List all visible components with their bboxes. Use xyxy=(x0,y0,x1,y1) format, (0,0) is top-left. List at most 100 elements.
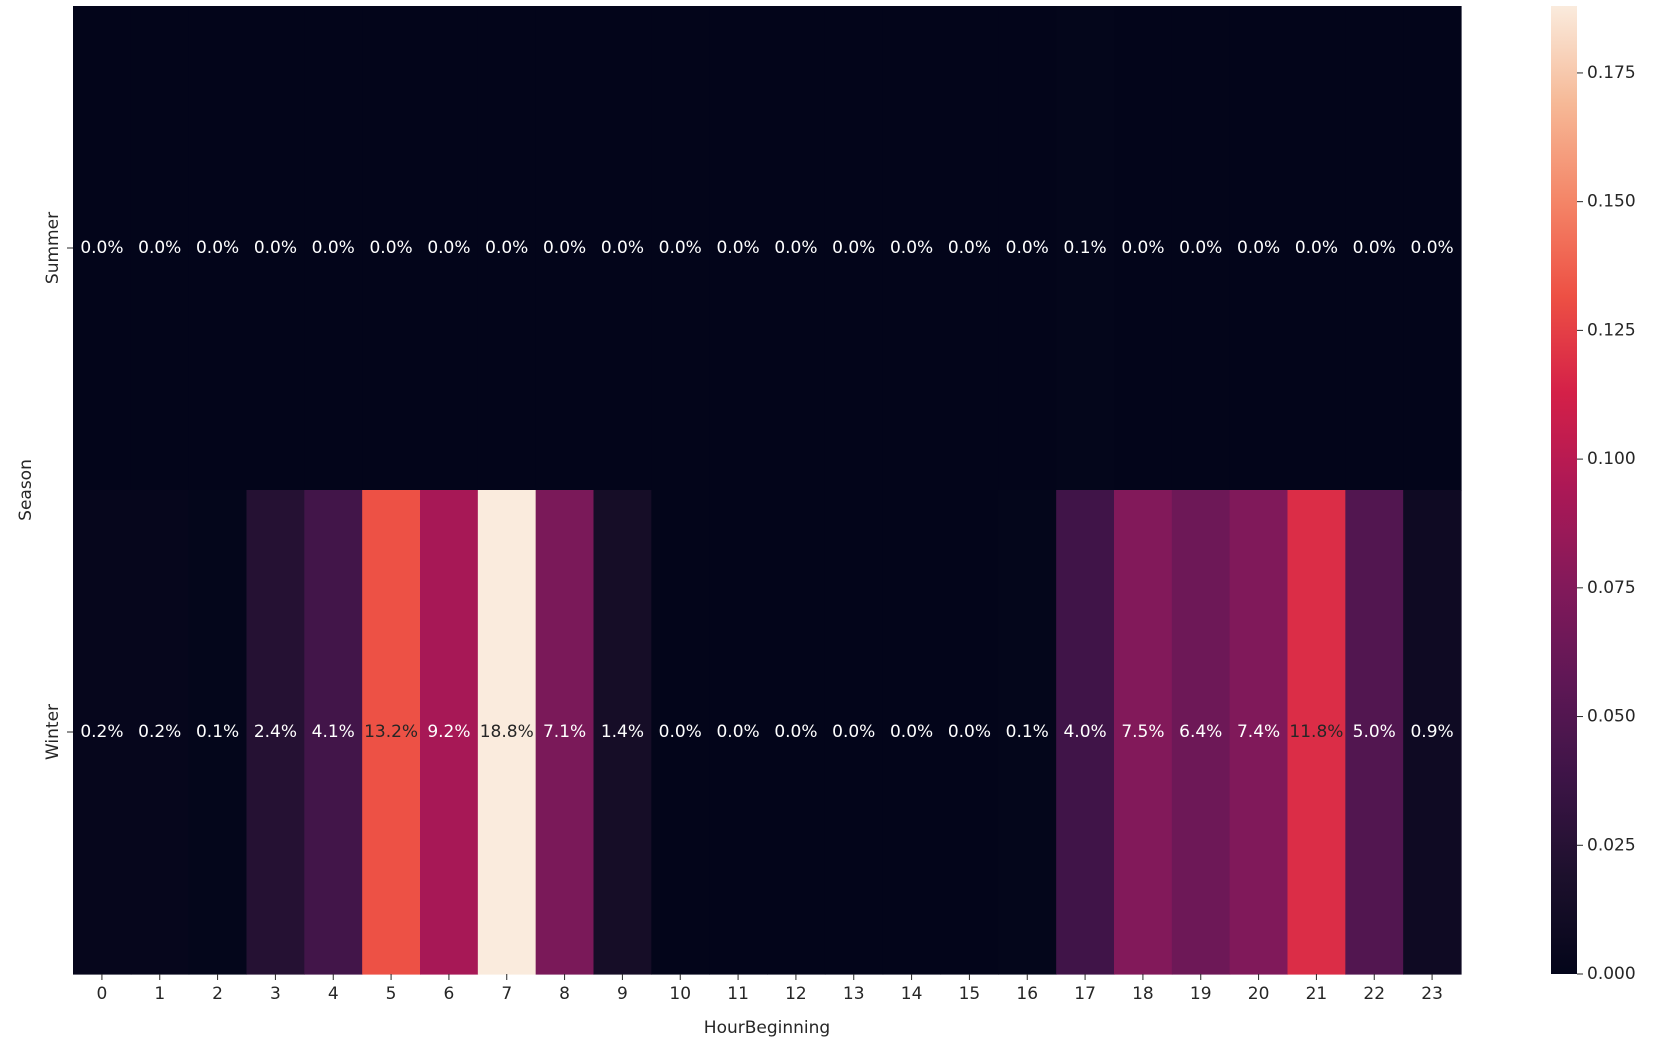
heatmap-cell xyxy=(824,490,884,975)
cell-annotation: 0.0% xyxy=(948,722,991,742)
x-tick-label: 19 xyxy=(1190,984,1212,1004)
colorbar-tick-label: 0.050 xyxy=(1587,707,1636,727)
cell-annotation: 0.0% xyxy=(948,238,991,258)
heatmap-cell xyxy=(1114,490,1173,975)
heatmap-cell xyxy=(477,6,537,491)
cell-annotation: 0.0% xyxy=(890,722,933,742)
colorbar-tick-label: 0.150 xyxy=(1587,192,1636,212)
heatmap-cell xyxy=(1287,490,1346,975)
heatmap-cell xyxy=(130,6,190,491)
cell-annotation: 4.1% xyxy=(312,722,355,742)
x-tick-label: 21 xyxy=(1306,984,1328,1004)
cell-annotation: 0.0% xyxy=(485,238,528,258)
cell-annotation: 0.0% xyxy=(716,722,759,742)
heatmap-cell xyxy=(593,6,652,491)
x-tick-label: 6 xyxy=(444,984,455,1004)
cell-annotation: 0.0% xyxy=(1121,238,1164,258)
x-tick-label: 14 xyxy=(901,984,923,1004)
cell-annotation: 0.0% xyxy=(138,238,181,258)
cell-annotation: 5.0% xyxy=(1353,722,1396,742)
heatmap-cell xyxy=(535,6,595,491)
x-tick-label: 12 xyxy=(785,984,807,1004)
cell-annotation: 0.1% xyxy=(196,722,239,742)
heatmap-cell xyxy=(1056,490,1115,975)
heatmap-cell xyxy=(188,490,248,975)
cell-annotation: 9.2% xyxy=(427,722,470,742)
x-tick-label: 22 xyxy=(1363,984,1385,1004)
cell-annotation: 0.0% xyxy=(312,238,355,258)
cell-annotation: 11.8% xyxy=(1289,722,1343,742)
heatmap-cell xyxy=(709,6,768,491)
colorbar-tick-label: 0.000 xyxy=(1587,964,1636,984)
x-tick-label: 20 xyxy=(1248,984,1270,1004)
cell-annotation: 13.2% xyxy=(364,722,418,742)
heatmap-cell xyxy=(651,6,710,491)
x-tick-label: 5 xyxy=(386,984,397,1004)
y-axis-label: Season xyxy=(16,459,36,521)
cell-annotation: 0.1% xyxy=(1063,238,1106,258)
colorbar-tick-label: 0.075 xyxy=(1587,578,1636,598)
colorbar-tick-label: 0.100 xyxy=(1587,449,1636,469)
heatmap-cell xyxy=(1171,6,1231,491)
heatmap-cell xyxy=(477,490,537,975)
heatmap-cell xyxy=(246,490,305,975)
cell-annotation: 0.0% xyxy=(80,238,123,258)
heatmap-cell xyxy=(535,490,595,975)
heatmap-cell xyxy=(420,6,479,491)
heatmap-cell xyxy=(767,6,826,491)
cell-annotation: 0.0% xyxy=(196,238,239,258)
cell-annotation: 0.0% xyxy=(890,238,933,258)
heatmap-cell xyxy=(420,490,479,975)
heatmap-cell xyxy=(362,490,421,975)
heatmap-cell xyxy=(1345,6,1404,491)
x-tick-label: 10 xyxy=(669,984,691,1004)
cell-annotation: 0.0% xyxy=(254,238,297,258)
heatmap-cell xyxy=(304,490,363,975)
x-tick-label: 15 xyxy=(959,984,981,1004)
heatmap-cell xyxy=(188,6,248,491)
x-tick-label: 1 xyxy=(154,984,165,1004)
heatmap-cell xyxy=(1229,490,1289,975)
heatmap-cell xyxy=(882,6,942,491)
heatmap-cell xyxy=(1229,6,1289,491)
cell-annotation: 0.9% xyxy=(1410,722,1453,742)
cell-annotation: 0.0% xyxy=(369,238,412,258)
cell-annotation: 18.8% xyxy=(480,722,534,742)
heatmap-cell xyxy=(1171,490,1231,975)
x-axis-ticks: 0 1 2 3 4 5 6 7 8 9 10 11 12 13 14 15 16 17 18 19 20 21 22 23 xyxy=(97,974,1443,1004)
heatmap-cell xyxy=(130,490,190,975)
heatmap-cell xyxy=(940,490,999,975)
y-tick-label: Summer xyxy=(43,212,63,284)
cell-annotation: 0.0% xyxy=(832,722,875,742)
heatmap-cell xyxy=(998,490,1057,975)
cell-annotation: 0.0% xyxy=(1353,238,1396,258)
cell-annotation: 0.0% xyxy=(659,238,702,258)
heatmap-cell xyxy=(1403,490,1462,975)
heatmap-cell xyxy=(767,490,826,975)
cell-annotation: 0.0% xyxy=(1410,238,1453,258)
x-axis-label: HourBeginning xyxy=(704,1018,830,1038)
cell-annotation: 0.2% xyxy=(138,722,181,742)
colorbar-ticks: 0.000 0.025 0.050 0.075 0.100 0.125 0.150 0.175 xyxy=(1577,63,1636,984)
cell-annotation: 0.0% xyxy=(601,238,644,258)
heatmap-cell xyxy=(246,6,305,491)
cell-annotation: 0.0% xyxy=(1295,238,1338,258)
x-tick-label: 0 xyxy=(97,984,108,1004)
cell-annotation: 0.2% xyxy=(80,722,123,742)
heatmap-cell xyxy=(940,6,999,491)
heatmap-cell xyxy=(1345,490,1404,975)
x-tick-label: 4 xyxy=(328,984,339,1004)
heatmap-cell xyxy=(824,6,884,491)
x-tick-label: 23 xyxy=(1421,984,1443,1004)
heatmap-cells xyxy=(73,6,1462,975)
heatmap-cell xyxy=(362,6,421,491)
x-tick-label: 9 xyxy=(617,984,628,1004)
heatmap-cell xyxy=(1056,6,1115,491)
cell-annotation: 1.4% xyxy=(601,722,644,742)
cell-annotation: 6.4% xyxy=(1179,722,1222,742)
cell-annotation: 0.0% xyxy=(716,238,759,258)
cell-annotation: 0.0% xyxy=(774,722,817,742)
heatmap-cell xyxy=(593,490,652,975)
cell-annotation: 0.0% xyxy=(1179,238,1222,258)
